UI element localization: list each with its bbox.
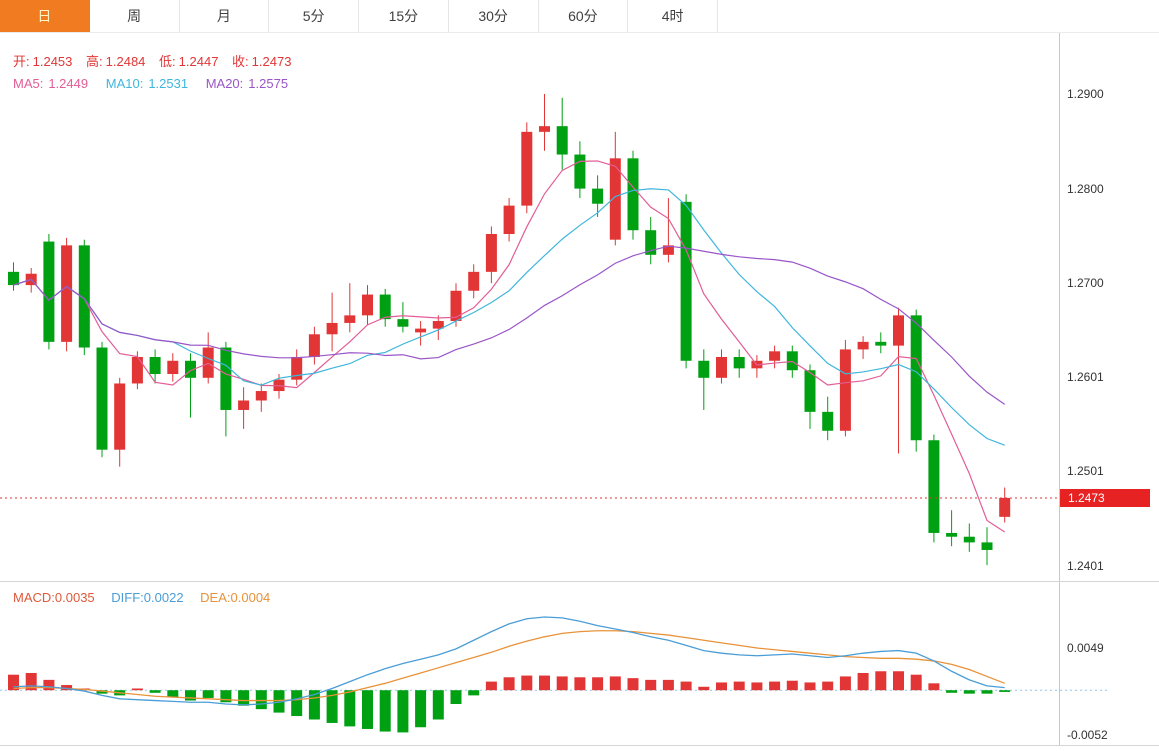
macd-axis-label: -0.0052 [1067, 728, 1108, 742]
macd-readout: MACD:0.0035 [13, 590, 95, 605]
ohlc-legend: 开: 1.2453 高: 1.2484 低: 1.2447 收: 1.2473 [13, 51, 301, 70]
diff-readout: DIFF:0.0022 [111, 590, 184, 605]
frame-lines [0, 33, 1159, 746]
ma-legend: MA5: 1.2449 MA10: 1.2531 MA20: 1.2575 [13, 76, 302, 91]
ma5-readout: MA5: 1.2449 [13, 76, 89, 91]
open-readout: 开: 1.2453 [13, 54, 73, 69]
price-axis-label: 1.2900 [1067, 87, 1104, 101]
ma5-line [13, 160, 1006, 533]
macd-axis-label: 0.0049 [1067, 641, 1104, 655]
ma10-line [13, 188, 1005, 446]
tab-30min[interactable]: 30分 [448, 0, 539, 32]
tab-15min[interactable]: 15分 [359, 0, 449, 32]
current-price-badge: 1.2473 [1060, 488, 1150, 507]
ma20-readout: MA20: 1.2575 [205, 76, 289, 91]
high-readout: 高: 1.2484 [86, 54, 146, 69]
timeframe-tabbar: 日 周 月 5分 15分 30分 60分 4时 [0, 0, 1159, 33]
close-readout: 收: 1.2473 [232, 54, 292, 69]
tab-60min[interactable]: 60分 [538, 0, 629, 32]
price-axis-label: 1.2501 [1067, 464, 1104, 479]
price-axis-label: 1.2401 [1067, 559, 1104, 574]
macd-histogram [8, 671, 1011, 733]
price-axis-label: 1.2700 [1067, 276, 1104, 291]
tab-5min[interactable]: 5分 [269, 0, 359, 32]
ma20-line [13, 245, 1006, 405]
price-axis-label: 1.2601 [1067, 369, 1104, 384]
low-readout: 低: 1.2447 [159, 54, 219, 69]
diff-line [13, 616, 1005, 706]
tab-4hour[interactable]: 4时 [628, 0, 718, 32]
ma10-readout: MA10: 1.2531 [105, 76, 189, 91]
price-axis-label: 1.2800 [1067, 181, 1104, 196]
tab-week[interactable]: 周 [89, 0, 180, 32]
dea-readout: DEA:0.0004 [200, 590, 271, 605]
macd-legend: MACD:0.0035 DIFF:0.0022 DEA:0.0004 [13, 590, 270, 605]
tab-month[interactable]: 月 [179, 0, 270, 32]
tab-day[interactable]: 日 [0, 0, 90, 32]
